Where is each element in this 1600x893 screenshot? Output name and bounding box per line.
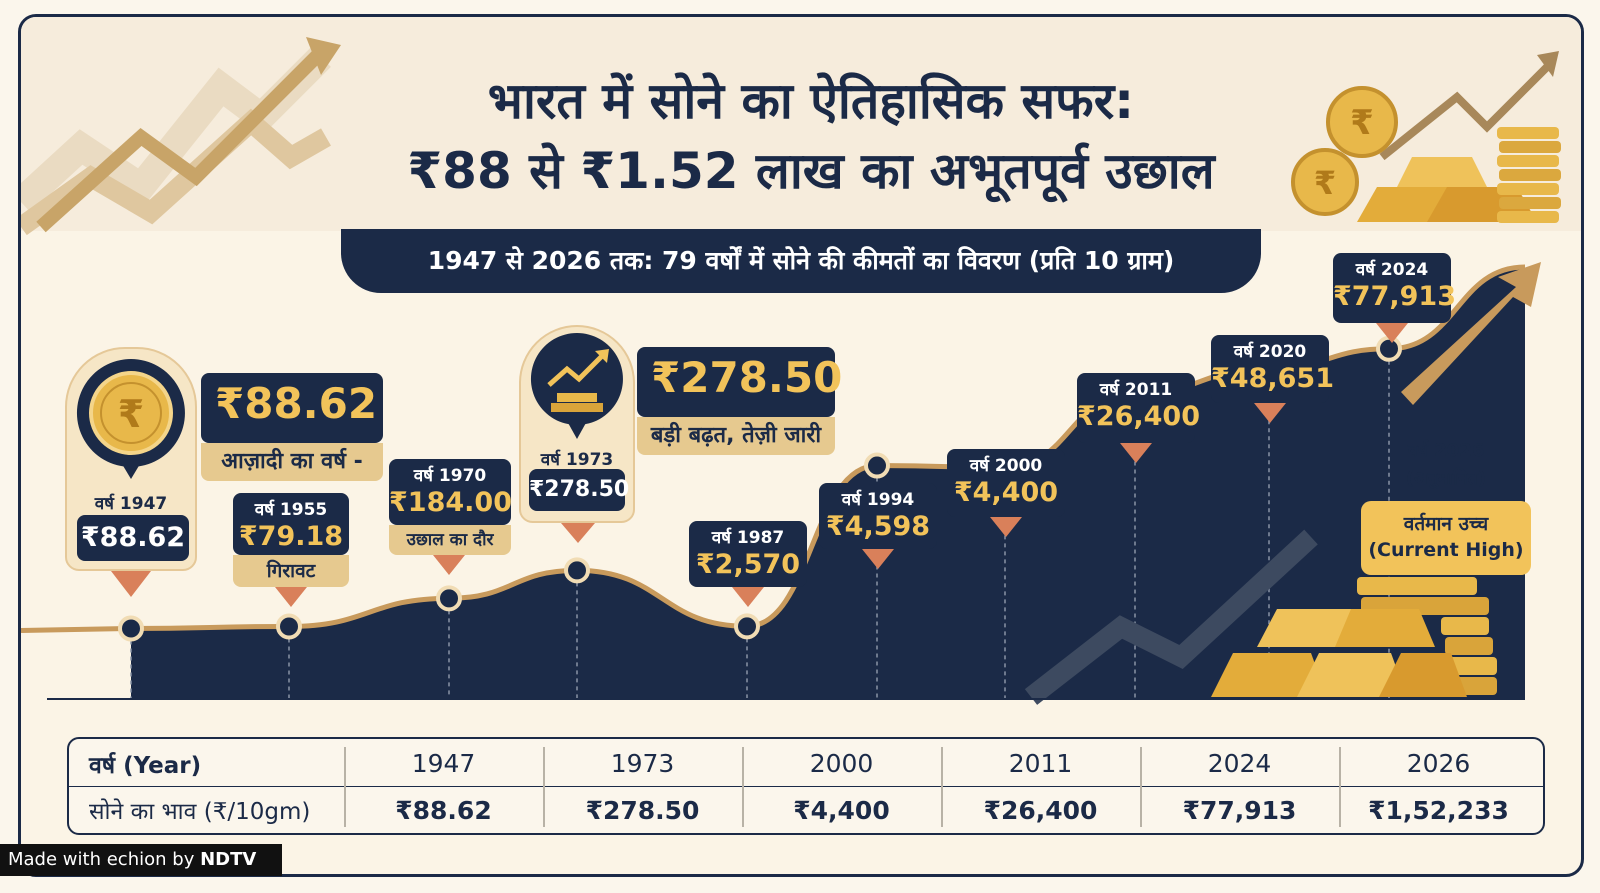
callout-1994: वर्ष 1994 ₹4,598 (819, 483, 937, 549)
pointer-2020 (1254, 403, 1286, 423)
table-cell: 2026 (1406, 749, 1471, 778)
table-row-prices: सोने का भाव (₹/10gm) ₹88.62 ₹278.50 ₹4,4… (69, 787, 1543, 833)
price-line-lead (21, 625, 132, 633)
svg-text:₹: ₹ (118, 392, 144, 436)
table-cell: ₹1,52,233 (1368, 795, 1509, 825)
rising-arrow-icon (1024, 262, 1541, 705)
table-cell: ₹278.50 (585, 795, 700, 825)
table-cell: 2024 (1207, 749, 1272, 778)
current-high-line1: वर्तमान उच्च (1403, 513, 1489, 535)
svg-text:₹: ₹ (1350, 103, 1374, 143)
callout-1947-big-box (201, 373, 383, 443)
pointer-1987 (732, 587, 764, 607)
pointer-1947 (111, 571, 151, 597)
callout-2026-qualifier: (अनुमानित) (1405, 468, 1487, 489)
watermark-brand: echion (106, 849, 167, 870)
pointer-1973 (561, 523, 595, 543)
table-row-label: सोने का भाव (₹/10gm) (89, 799, 311, 825)
table-cell: ₹77,913 (1182, 795, 1297, 825)
table-divider (344, 747, 346, 827)
table-row-years: वर्ष (Year) 1947 1973 2000 2011 2024 202… (69, 741, 1543, 787)
callout-1947-year: वर्ष 1947 (94, 494, 168, 514)
table-cell: ₹88.62 (395, 795, 492, 825)
table-cell: ₹26,400 (983, 795, 1098, 825)
page-title-line2: ₹88 से ₹1.52 लाख का अभूतपूर्व उछाल (407, 142, 1215, 200)
watermark-by: by (172, 849, 195, 870)
table-cell: 1947 (411, 749, 476, 778)
data-point-1994 (864, 452, 890, 479)
price-summary-table: वर्ष (Year) 1947 1973 2000 2011 2024 202… (67, 737, 1545, 835)
callout-2026-year: वर्ष 2026 (अनुमानित) (1381, 437, 1511, 493)
page-subtitle: 1947 से 2026 तक: 79 वर्षों में सोने की क… (341, 229, 1261, 293)
pointer-2000 (990, 517, 1022, 537)
current-high-line2: (Current High) (1368, 539, 1524, 561)
data-point-1973 (564, 557, 590, 584)
table-cell: 1973 (610, 749, 675, 778)
table-divider (543, 747, 545, 827)
pointer-1994 (862, 549, 894, 569)
callout-2011: वर्ष 2011 ₹26,400 (1077, 373, 1200, 443)
table-divider (742, 747, 744, 827)
table-cell: 2011 (1008, 749, 1073, 778)
infographic-frame: ₹ ₹ भारत में सोने का ऐतिहासिक सफर: ₹88 स… (18, 14, 1584, 877)
data-point-1970 (436, 585, 462, 612)
watermark-org: NDTV (200, 849, 257, 870)
pointer-2024 (1376, 323, 1408, 343)
callout-1973-big-value: ₹278.50 (651, 353, 843, 402)
callout-1973-note: बड़ी बढ़त, तेज़ी जारी (637, 417, 835, 455)
data-point-1955 (276, 613, 302, 640)
callout-1955-note: गिरावट (233, 555, 349, 587)
data-point-1947 (118, 615, 144, 642)
callout-2024: वर्ष 2024 ₹77,913 (1333, 253, 1456, 323)
callout-2020: वर्ष 2020 ₹48,651 (1211, 335, 1334, 403)
gold-bars-stack-icon (1211, 577, 1497, 697)
svg-text:₹: ₹ (1314, 164, 1336, 202)
rupee-coin-icon: ₹ (76, 359, 185, 479)
gold-coins-stack-icon: ₹ ₹ (1291, 51, 1561, 223)
callout-1955: वर्ष 1955 ₹79.18 (233, 493, 349, 555)
callout-1973-year: वर्ष 1973 (540, 450, 614, 470)
table-divider (1339, 747, 1341, 827)
table-cell: ₹4,400 (793, 795, 890, 825)
callout-1947-note: आज़ादी का वर्ष - (201, 443, 383, 481)
pointer-1970 (433, 555, 465, 575)
data-point-1987 (734, 613, 760, 640)
callout-1973-big-box (637, 347, 835, 417)
gold-bars-rising-icon (530, 333, 623, 439)
trend-arrow-icon (21, 37, 341, 236)
pointer-1955 (275, 587, 307, 607)
callout-1970: वर्ष 1970 ₹184.00 (389, 459, 512, 525)
watermark-prefix: Made with (8, 849, 101, 870)
table-divider (1140, 747, 1142, 827)
callout-2026-year-text: वर्ष 2026 (1407, 440, 1485, 461)
callout-1973-value: ₹278.50 (529, 469, 629, 511)
table-row-label: वर्ष (Year) (89, 752, 202, 779)
table-cell: 2000 (809, 749, 874, 778)
page-title-line1: भारत में सोने का ऐतिहासिक सफर: (487, 72, 1135, 130)
callout-1947-big-value: ₹88.62 (215, 379, 378, 428)
watermark: Made with echion by NDTV (0, 844, 282, 876)
callout-1987: वर्ष 1987 ₹2,570 (689, 521, 807, 587)
callout-1947-value: ₹88.62 (77, 515, 189, 561)
callout-1970-note: उछाल का दौर (389, 525, 511, 555)
table-divider (941, 747, 943, 827)
current-high-badge: वर्तमान उच्च (Current High) (1361, 501, 1531, 575)
pointer-2011 (1120, 443, 1152, 463)
callout-2000: वर्ष 2000 ₹4,400 (947, 449, 1065, 517)
price-area (131, 267, 1525, 699)
